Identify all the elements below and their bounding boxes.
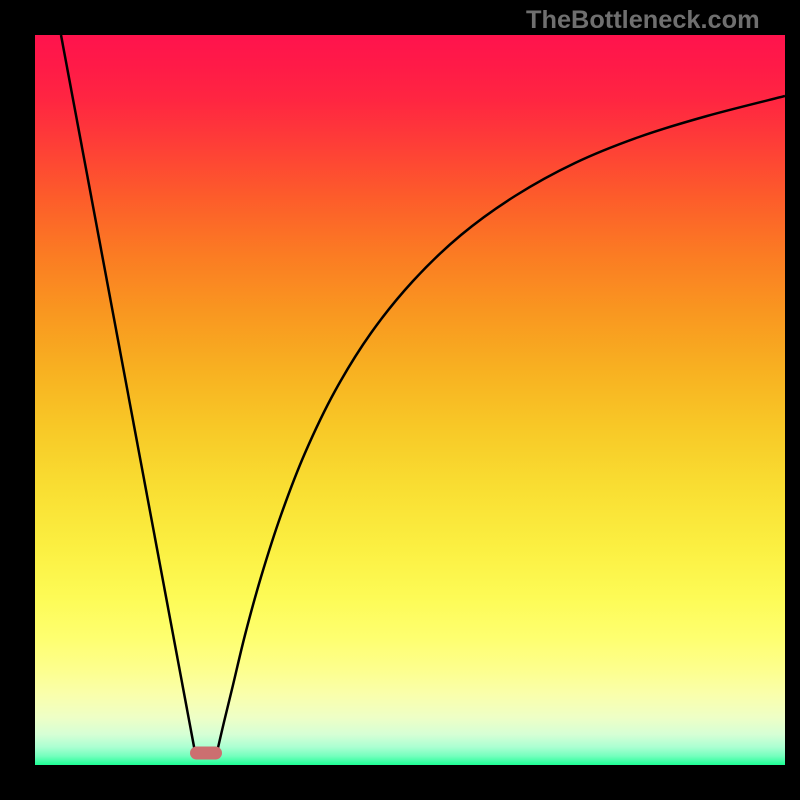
chart-root: TheBottleneck.com [0, 0, 800, 800]
gradient-background [35, 35, 785, 765]
minimum-marker [190, 747, 222, 760]
plot-svg [35, 35, 785, 765]
frame-right [785, 0, 800, 800]
frame-left [0, 0, 35, 800]
frame-bottom [0, 765, 800, 800]
plot-area [35, 35, 785, 765]
watermark-text: TheBottleneck.com [526, 6, 760, 35]
